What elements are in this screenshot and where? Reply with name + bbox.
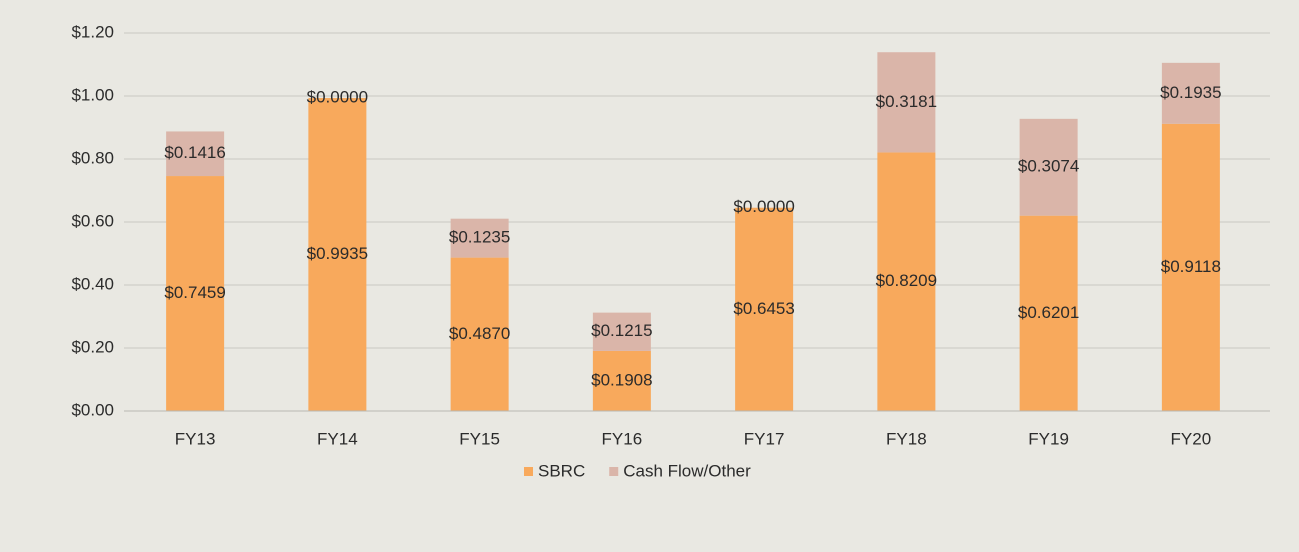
- data-label: $0.0000: [733, 197, 794, 216]
- x-tick-label: FY15: [459, 429, 500, 448]
- x-tick-label: FY18: [886, 429, 927, 448]
- bar-segment: [450, 257, 509, 411]
- bar-segment: [166, 176, 225, 411]
- x-tick-label: FY16: [602, 429, 643, 448]
- bar-segment: [1161, 123, 1220, 412]
- data-label: $0.1416: [164, 143, 225, 162]
- x-tick-label: FY19: [1028, 429, 1069, 448]
- y-tick-label: $0.00: [71, 400, 114, 419]
- data-label: $0.8209: [876, 271, 937, 290]
- x-tick-label: FY14: [317, 429, 358, 448]
- legend-swatch: [524, 467, 533, 476]
- bar-segment: [1161, 62, 1220, 124]
- data-label: $0.0000: [307, 88, 368, 107]
- data-label: $0.9935: [307, 244, 368, 263]
- data-label: $0.1935: [1160, 83, 1221, 102]
- data-label: $0.1908: [591, 370, 652, 389]
- data-label: $0.3074: [1018, 157, 1079, 176]
- y-tick-label: $0.80: [71, 148, 114, 167]
- y-tick-label: $0.60: [71, 211, 114, 230]
- bar-segment: [877, 52, 936, 153]
- bar-segment: [1019, 215, 1078, 411]
- y-tick-label: $0.40: [71, 274, 114, 293]
- y-tick-label: $1.00: [71, 85, 114, 104]
- data-label: $0.4870: [449, 324, 510, 343]
- bar-segment: [592, 312, 651, 351]
- legend-label: SBRC: [538, 461, 585, 480]
- data-label: $0.3181: [876, 92, 937, 111]
- data-label: $0.6201: [1018, 303, 1079, 322]
- data-label: $0.6453: [733, 299, 794, 318]
- legend-swatch: [609, 467, 619, 476]
- bar-segment: [166, 131, 225, 177]
- x-tick-label: FY20: [1171, 429, 1212, 448]
- data-label: $0.1235: [449, 228, 510, 247]
- y-tick-label: $1.20: [71, 22, 114, 41]
- bar-segment: [877, 152, 936, 411]
- legend-label: Cash Flow/Other: [623, 461, 751, 480]
- y-tick-label: $0.20: [71, 337, 114, 356]
- bar-segment: [735, 207, 794, 411]
- x-tick-label: FY13: [175, 429, 216, 448]
- data-label: $0.7459: [164, 283, 225, 302]
- bar-segment: [1019, 118, 1078, 216]
- bar-segment: [450, 218, 509, 258]
- data-label: $0.9118: [1161, 257, 1221, 276]
- bar-segment: [592, 350, 651, 411]
- data-label: $0.1215: [591, 321, 652, 340]
- bar-segment: [308, 98, 367, 412]
- x-tick-label: FY17: [744, 429, 785, 448]
